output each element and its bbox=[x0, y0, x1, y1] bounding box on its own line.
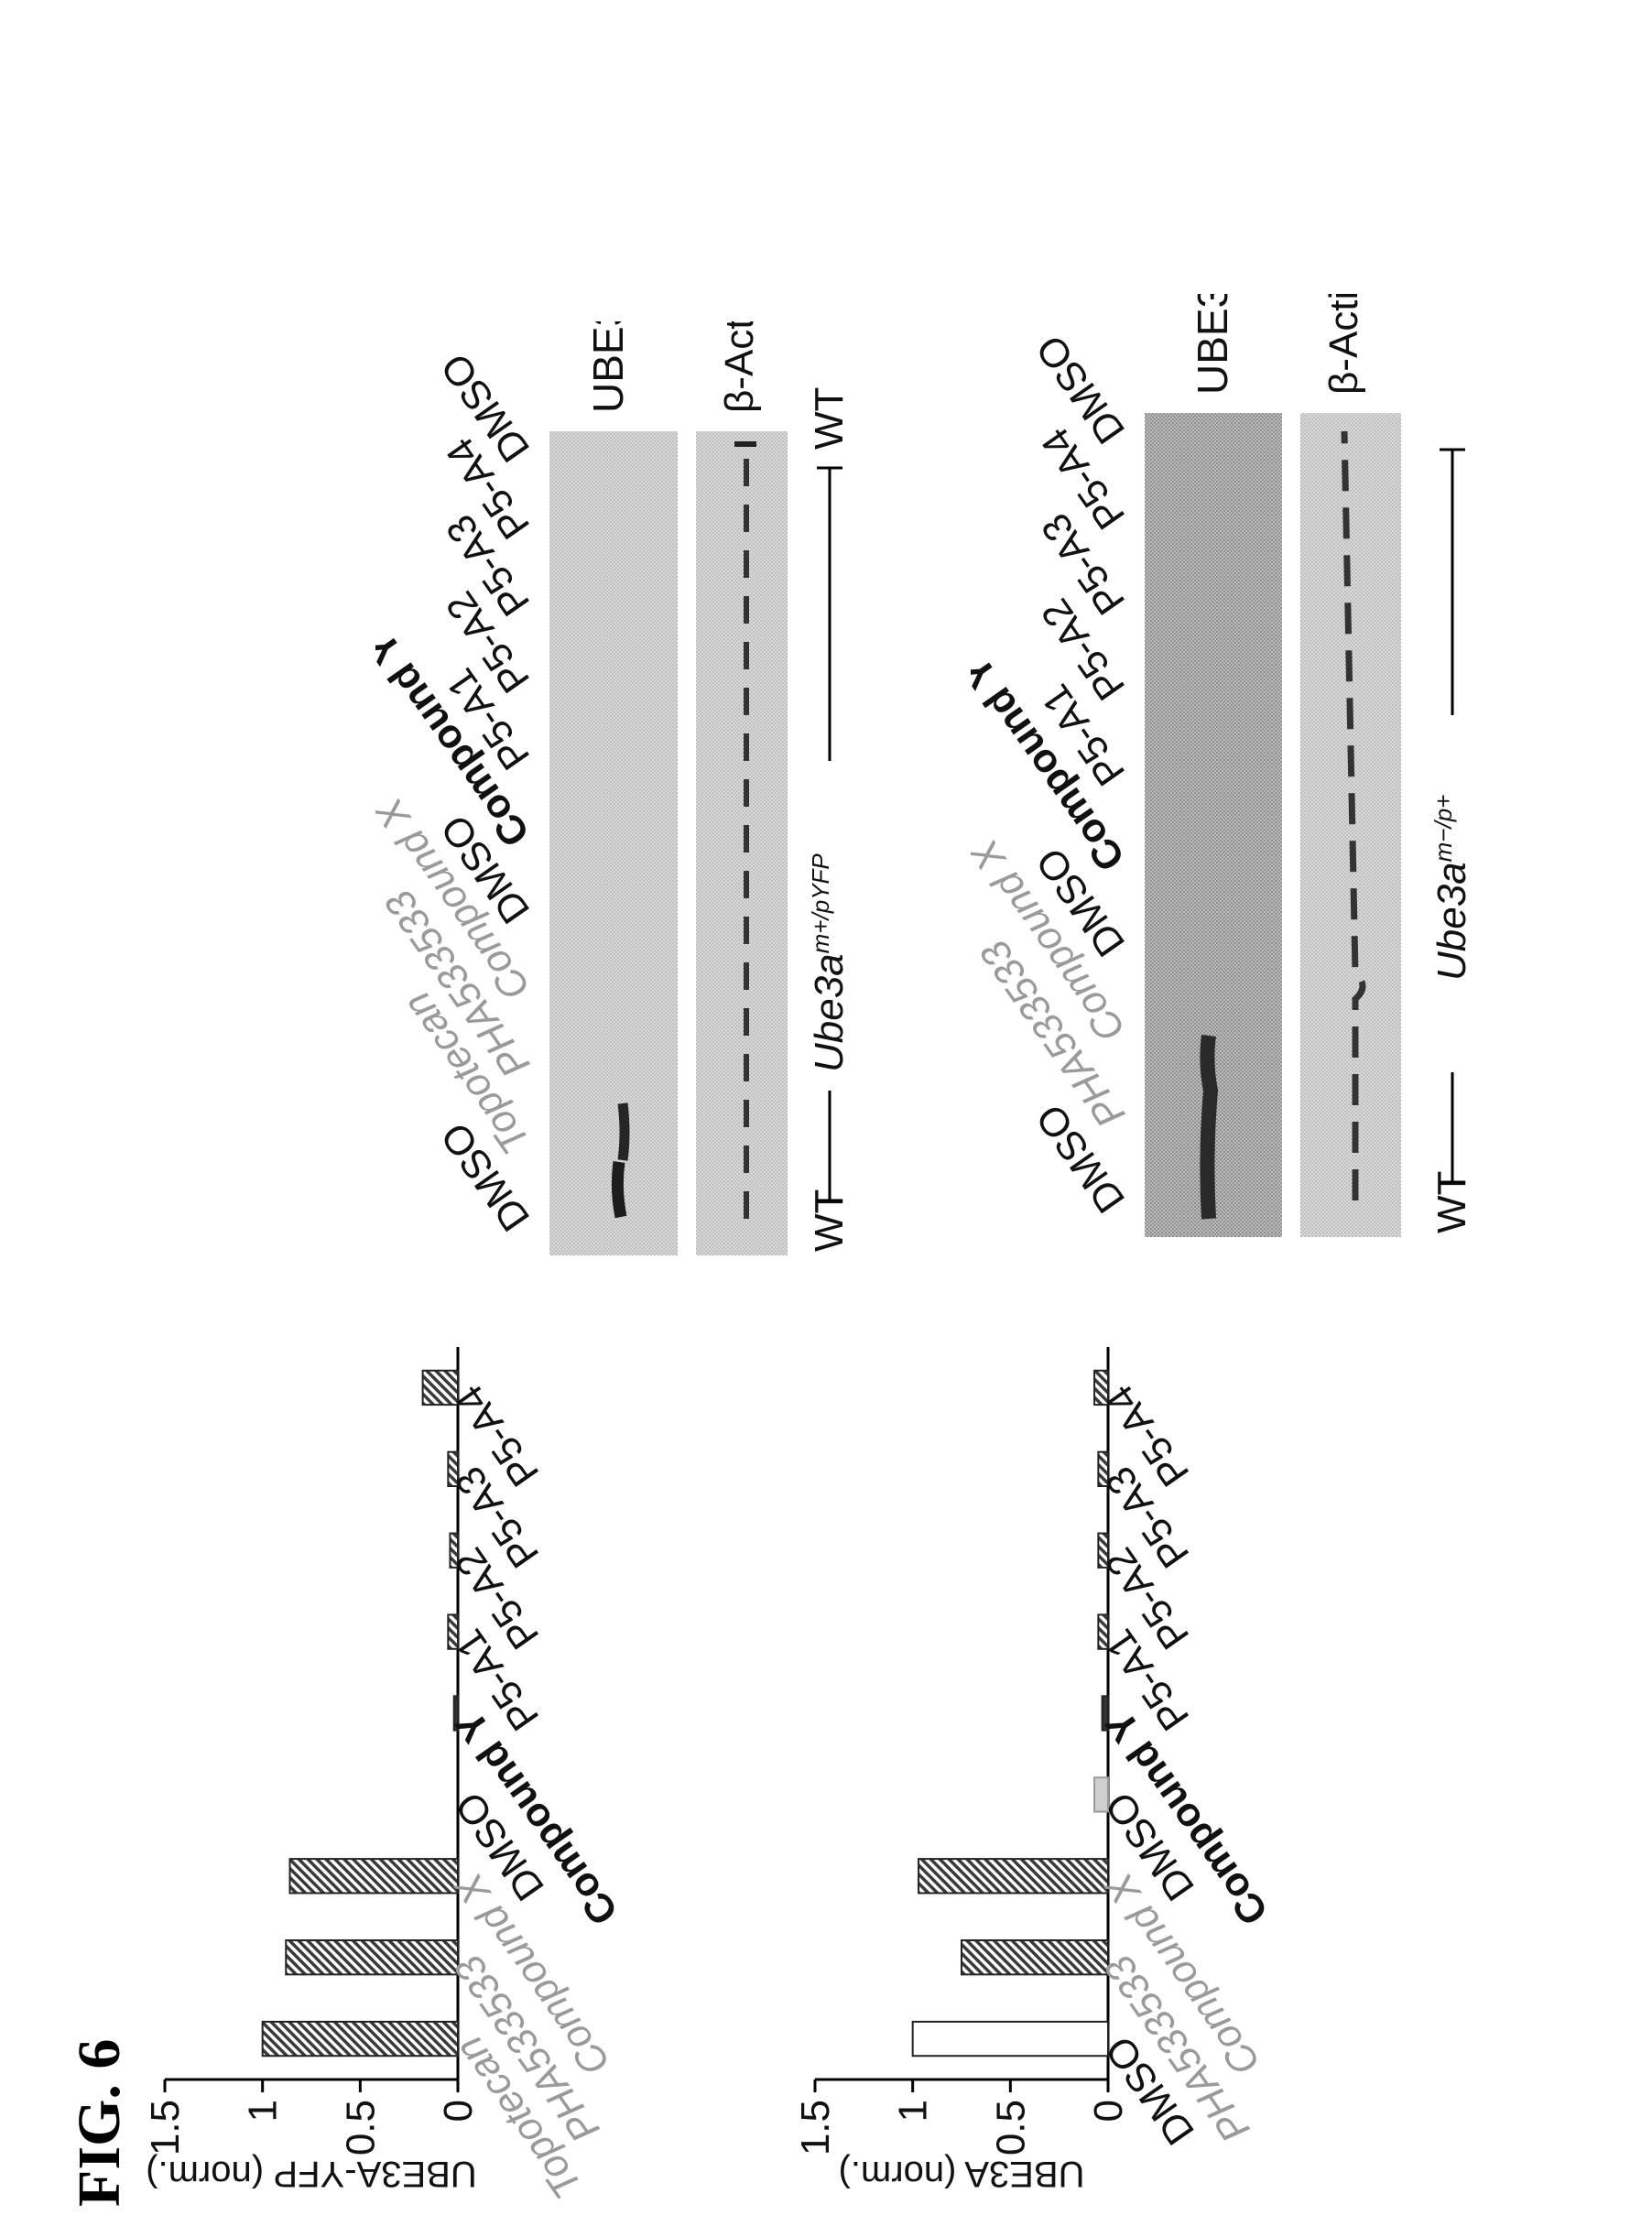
bar bbox=[911, 2020, 1109, 2058]
bar bbox=[918, 1858, 1109, 1895]
bar bbox=[261, 2020, 459, 2058]
loading-blot-strip bbox=[696, 431, 788, 1255]
protein-blot-strip bbox=[1145, 413, 1282, 1237]
genotype-bar: WT Ube3am−/p+ bbox=[1429, 448, 1474, 1233]
protein-bands bbox=[611, 1102, 630, 1219]
bar bbox=[285, 1938, 459, 1976]
figure-label: FIG. 6 bbox=[66, 2039, 133, 2207]
y-tick-label: 1.5 bbox=[793, 2100, 838, 2155]
bar bbox=[1097, 1450, 1110, 1487]
y-tick-label: 0 bbox=[1086, 2100, 1131, 2122]
figure-label-wrap: FIG. 6 bbox=[66, 2039, 133, 2207]
protein-blot-strip bbox=[549, 431, 678, 1255]
protein-label: UBE3A-YFP bbox=[584, 321, 632, 413]
actin-bands bbox=[1341, 430, 1366, 1200]
y-tick-label: 1 bbox=[241, 2100, 286, 2122]
loading-blot-strip bbox=[1300, 413, 1401, 1237]
actin-bands bbox=[734, 440, 756, 1219]
y-axis-label: UBE3A (norm.) bbox=[839, 2154, 1085, 2194]
genotype-middle: Ube3am−/p+ bbox=[1429, 795, 1474, 981]
bar bbox=[452, 1695, 460, 1732]
y-tick-label: 0.5 bbox=[988, 2100, 1033, 2155]
band bbox=[1200, 1034, 1219, 1220]
genotype-right: WT bbox=[807, 387, 852, 450]
band bbox=[611, 1161, 627, 1219]
lane-label: DMSO bbox=[1027, 327, 1134, 451]
bar bbox=[1097, 1613, 1110, 1650]
bar bbox=[447, 1613, 460, 1650]
genotype-bar: WT Ube3am+/pYFP WT bbox=[807, 387, 852, 1252]
band bbox=[617, 1102, 630, 1161]
bar bbox=[1101, 1695, 1110, 1732]
y-tick-label: 0.5 bbox=[338, 2100, 383, 2155]
y-tick-label: 1 bbox=[891, 2100, 936, 2122]
bar bbox=[1097, 1532, 1110, 1569]
bar bbox=[288, 1858, 459, 1895]
bar bbox=[961, 1938, 1109, 1976]
y-tick-label: 0 bbox=[436, 2100, 481, 2122]
bar bbox=[421, 1369, 460, 1406]
bar bbox=[449, 1532, 460, 1569]
genotype-middle: Ube3am+/pYFP bbox=[807, 853, 852, 1072]
loading-label: β-Actin bbox=[1321, 294, 1366, 395]
y-axis-label: UBE3A-YFP (norm.) bbox=[146, 2154, 477, 2194]
protein-bands bbox=[1200, 1034, 1219, 1220]
bar bbox=[1093, 1369, 1110, 1406]
loading-label: β-Actin bbox=[717, 321, 762, 413]
bar bbox=[447, 1450, 460, 1487]
bar bbox=[1093, 1776, 1110, 1813]
y-tick-label: 1.5 bbox=[143, 2100, 188, 2155]
protein-label: UBE3A bbox=[1189, 294, 1236, 395]
